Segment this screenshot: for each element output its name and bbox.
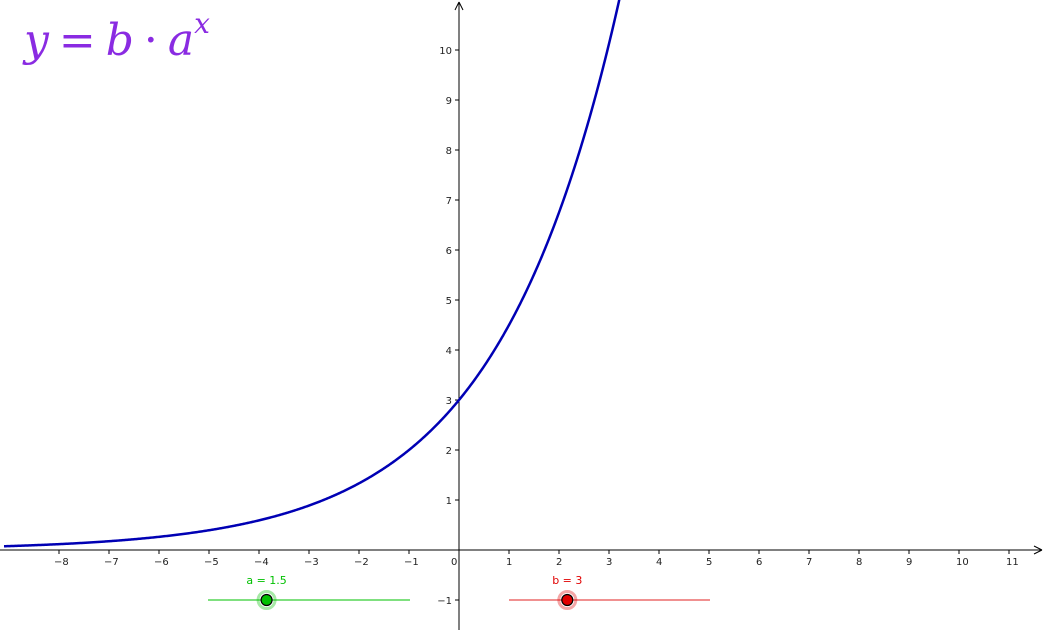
y-tick-label: 2 bbox=[446, 446, 452, 457]
x-tick-label: −5 bbox=[204, 557, 219, 568]
x-tick-label: −1 bbox=[404, 557, 419, 568]
x-tick-label: 7 bbox=[806, 557, 812, 568]
x-axis-arrow-icon bbox=[1033, 545, 1043, 555]
y-tick-label: 8 bbox=[446, 146, 452, 157]
x-tick-label: 2 bbox=[556, 557, 562, 568]
x-tick-label: 9 bbox=[906, 557, 912, 568]
x-tick-label: −2 bbox=[354, 557, 369, 568]
x-tick-label: −8 bbox=[54, 557, 69, 568]
x-tick-label: 6 bbox=[756, 557, 762, 568]
y-tick-label: 7 bbox=[446, 196, 452, 207]
formula-equals: = bbox=[58, 15, 96, 66]
function-formula: y = b · ax bbox=[24, 10, 210, 63]
x-tick-label: −6 bbox=[154, 557, 169, 568]
x-tick-label: 0 bbox=[451, 557, 457, 568]
formula-a: a bbox=[167, 15, 195, 66]
slider-a-label: a = 1.5 bbox=[246, 574, 286, 587]
y-tick-label: −1 bbox=[437, 596, 452, 607]
slider-a-knob[interactable] bbox=[260, 593, 273, 607]
y-axis-arrow-icon bbox=[454, 1, 464, 11]
series-line-exponential bbox=[3, 0, 621, 548]
slider-b-knob[interactable] bbox=[561, 593, 574, 607]
x-tick-label: −7 bbox=[104, 557, 119, 568]
formula-y: y bbox=[24, 15, 49, 66]
x-tick-label: 10 bbox=[956, 557, 969, 568]
y-tick-label: 6 bbox=[446, 246, 452, 257]
slider-a-knob-halo bbox=[256, 590, 277, 610]
y-tick-label: 5 bbox=[446, 296, 452, 307]
slider-b-knob-halo bbox=[557, 590, 578, 610]
x-tick-label: 1 bbox=[506, 557, 512, 568]
formula-exponent: x bbox=[194, 7, 210, 40]
y-tick-label: 4 bbox=[446, 346, 452, 357]
slider-a[interactable]: a = 1.5 bbox=[208, 574, 410, 610]
y-tick-label: 9 bbox=[446, 96, 452, 107]
x-tick-label: 5 bbox=[706, 557, 712, 568]
formula-dot: · bbox=[143, 15, 158, 66]
y-tick-label: 10 bbox=[439, 46, 452, 57]
x-tick-label: 4 bbox=[656, 557, 662, 568]
y-tick-label: 1 bbox=[446, 496, 452, 507]
x-tick-label: −4 bbox=[254, 557, 269, 568]
x-tick-label: 11 bbox=[1006, 557, 1019, 568]
y-tick-label: 3 bbox=[446, 396, 452, 407]
x-tick-label: 3 bbox=[606, 557, 612, 568]
slider-b-label: b = 3 bbox=[552, 574, 582, 587]
slider-b[interactable]: b = 3 bbox=[509, 574, 710, 610]
formula-b: b bbox=[105, 15, 134, 66]
x-tick-label: −3 bbox=[304, 557, 319, 568]
x-tick-label: 8 bbox=[856, 557, 862, 568]
